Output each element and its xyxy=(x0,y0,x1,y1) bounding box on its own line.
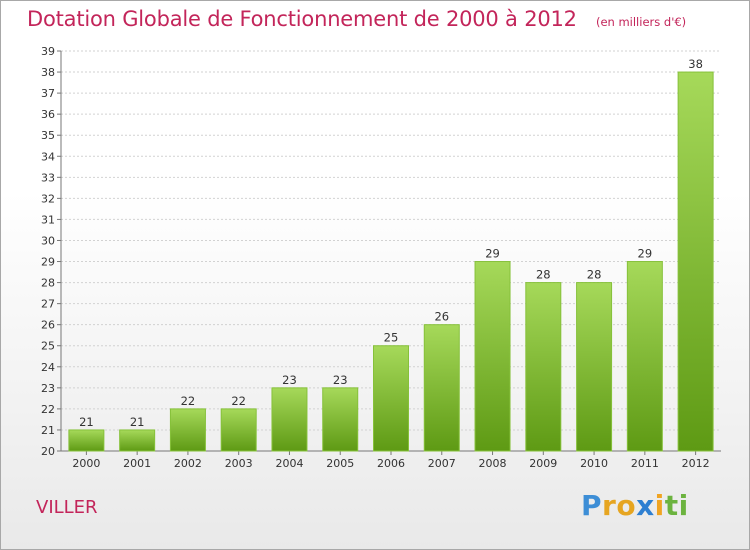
data-label-2000: 21 xyxy=(79,415,94,429)
chart-subtitle: (en milliers d'€) xyxy=(595,15,687,29)
data-label-2001: 21 xyxy=(130,415,145,429)
x-tick-label-2006: 2006 xyxy=(377,457,405,470)
y-tick-label: 35 xyxy=(41,129,55,142)
bar-2000 xyxy=(68,429,105,452)
x-tick-label-2008: 2008 xyxy=(479,457,507,470)
y-tick-label: 30 xyxy=(41,234,55,247)
x-tick-label-2002: 2002 xyxy=(174,457,202,470)
bar-2002 xyxy=(169,408,206,452)
bar-2001 xyxy=(119,429,156,452)
x-tick-label-2012: 2012 xyxy=(682,457,710,470)
y-tick-label: 34 xyxy=(41,150,55,163)
x-tick-label-2010: 2010 xyxy=(580,457,608,470)
bar-2006 xyxy=(373,345,409,452)
bar-2007 xyxy=(423,324,460,452)
y-tick-label: 21 xyxy=(41,424,55,437)
data-label-2006: 25 xyxy=(384,331,399,345)
bar-2010 xyxy=(576,282,613,452)
y-tick-label: 38 xyxy=(41,66,55,79)
bar-2012 xyxy=(677,71,714,452)
bar-2003 xyxy=(220,408,257,452)
y-tick-label: 28 xyxy=(41,277,55,290)
data-label-2002: 22 xyxy=(181,394,196,408)
x-tick-label-2009: 2009 xyxy=(529,457,557,470)
y-tick-label: 36 xyxy=(41,108,55,121)
x-tick-label-2000: 2000 xyxy=(72,457,100,470)
title-row: Dotation Globale de Fonctionnement de 20… xyxy=(27,7,686,31)
y-tick-label: 23 xyxy=(41,382,55,395)
data-label-2011: 29 xyxy=(638,247,653,261)
y-tick-label: 26 xyxy=(41,319,55,332)
x-tick-label-2007: 2007 xyxy=(428,457,456,470)
x-tick-label-2003: 2003 xyxy=(225,457,253,470)
y-tick-label: 33 xyxy=(41,171,55,184)
data-label-2007: 26 xyxy=(434,310,449,324)
data-label-2004: 23 xyxy=(282,373,297,387)
x-tick-label-2011: 2011 xyxy=(631,457,659,470)
y-tick-label: 24 xyxy=(41,361,55,374)
commune-name: VILLER xyxy=(36,497,98,518)
x-tick-label-2005: 2005 xyxy=(326,457,354,470)
data-label-2012: 38 xyxy=(688,57,703,71)
labels: 20 21 22 23 24 25 26 27 28 29 30 31 32 33 34 35 36 37 38 39… xyxy=(41,45,710,470)
y-tick-label: 31 xyxy=(41,213,55,226)
bar-2008 xyxy=(474,261,511,452)
y-tick-label: 25 xyxy=(41,340,55,353)
bar-2005 xyxy=(322,387,359,452)
bar-2011 xyxy=(626,261,663,452)
data-label-2005: 23 xyxy=(333,373,348,387)
y-tick-label: 37 xyxy=(41,87,55,100)
proxiti-logo[interactable]: Proxiti xyxy=(581,489,689,522)
chart-title: Dotation Globale de Fonctionnement de 20… xyxy=(27,7,577,31)
bar-2009 xyxy=(525,282,562,452)
data-label-2009: 28 xyxy=(536,268,551,282)
bar-2004 xyxy=(271,387,308,452)
data-label-2010: 28 xyxy=(587,268,602,282)
y-tick-label: 32 xyxy=(41,192,55,205)
data-label-2003: 22 xyxy=(231,394,246,408)
y-tick-label: 29 xyxy=(41,256,55,269)
x-tick-label-2001: 2001 xyxy=(123,457,151,470)
bars xyxy=(68,71,714,452)
data-label-2008: 29 xyxy=(485,247,500,261)
y-tick-label: 39 xyxy=(41,45,55,58)
y-tick-label: 27 xyxy=(41,298,55,311)
y-tick-label: 20 xyxy=(41,445,55,458)
x-tick-label-2004: 2004 xyxy=(275,457,303,470)
y-tick-label: 22 xyxy=(41,403,55,416)
